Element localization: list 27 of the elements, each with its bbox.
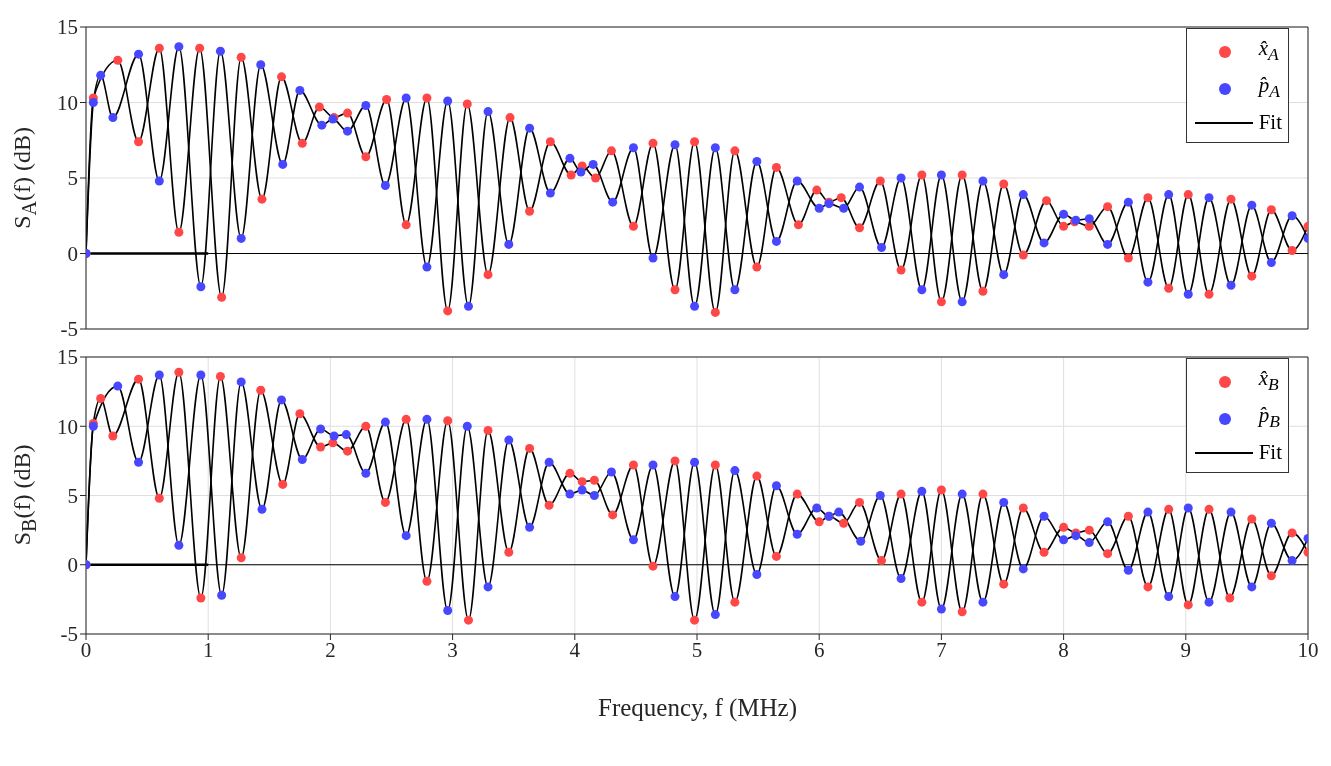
y-tick-label: 5 (67, 483, 78, 508)
x-tick-label: 4 (569, 637, 581, 662)
x-tick-label: 6 (813, 637, 825, 662)
legend-label: x̂$_{A}$ (1258, 35, 1279, 67)
x-tick-label: 10 (1297, 637, 1319, 662)
y-tick-label: 0 (67, 553, 78, 578)
y-tick-label: 10 (57, 414, 78, 439)
x-tick-label: 8 (1058, 637, 1069, 662)
x-tick-label: 1 (202, 637, 214, 662)
legend-label: p̂$_{A}$ (1258, 72, 1280, 104)
y-tick-label: 15 (57, 345, 78, 370)
legend-label: Fit (1258, 109, 1282, 137)
legend-label: Fit (1258, 439, 1282, 467)
y-tick-label: 10 (57, 90, 78, 115)
y-tick-label: 0 (67, 241, 78, 266)
y-tick-label: 5 (67, 166, 78, 191)
y-tick-label: -5 (60, 622, 78, 647)
x-tick-label: 9 (1180, 637, 1192, 662)
x-axis-title: Frequency, f (MHz) (597, 694, 798, 722)
x-tick-label: 5 (691, 637, 703, 662)
y-tick-label: 15 (57, 15, 78, 40)
legend-label: p̂$_{B}$ (1258, 402, 1280, 434)
legend-label: x̂$_{B}$ (1258, 365, 1279, 397)
x-tick-label: 7 (936, 637, 947, 662)
x-tick-label: 3 (447, 637, 458, 662)
y-tick-label: -5 (60, 317, 78, 342)
x-tick-label: 2 (325, 637, 336, 662)
